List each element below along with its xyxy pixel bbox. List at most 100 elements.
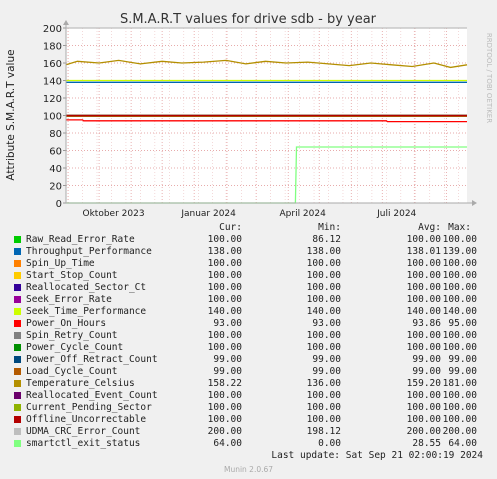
legend-row: Current_Pending_Sector 100.00 100.00 100.00… <box>0 402 497 414</box>
x-axis-arrow <box>472 200 477 206</box>
legend-series-name: Throughput_Performance <box>26 246 152 257</box>
legend-value-cur: 158.22 <box>207 378 242 389</box>
legend-row: smartctl_exit_status 64.00 0.00 28.55 64.00 <box>0 438 497 450</box>
x-tick-label: Januar 2024 <box>180 209 236 219</box>
legend-header-avg: Avg: <box>418 222 441 233</box>
legend-value-cur: 100.00 <box>207 282 242 293</box>
legend-value-max: 99.00 <box>448 354 477 365</box>
legend-value-avg: 100.00 <box>406 330 441 341</box>
legend-series-name: Temperature_Celsius <box>26 378 135 389</box>
legend-series-name: Reallocated_Event_Count <box>26 390 158 401</box>
legend-value-cur: 100.00 <box>207 402 242 413</box>
legend-value-avg: 99.00 <box>412 354 441 365</box>
legend-swatch <box>14 296 21 303</box>
legend-header: Cur: Min: Avg: Max: <box>0 222 497 234</box>
legend-value-cur: 99.00 <box>213 366 242 377</box>
legend-swatch <box>14 380 21 387</box>
series-line <box>66 119 467 123</box>
legend-value-max: 100.00 <box>442 270 477 281</box>
legend-value-max: 64.00 <box>448 438 477 449</box>
y-tick-label: 100 <box>43 112 62 123</box>
legend-header-cur: Cur: <box>219 222 242 233</box>
legend-row: Start_Stop_Count 100.00 100.00 100.00 100.00 <box>0 270 497 282</box>
legend-value-max: 100.00 <box>442 234 477 245</box>
legend-swatch <box>14 404 21 411</box>
legend-value-min: 100.00 <box>306 390 341 401</box>
legend-value-min: 140.00 <box>306 306 341 317</box>
legend-swatch <box>14 332 21 339</box>
legend-value-cur: 99.00 <box>213 354 242 365</box>
legend-swatch <box>14 416 21 423</box>
legend-row: Power_Cycle_Count 100.00 100.00 100.00 100.0… <box>0 342 497 354</box>
legend-value-avg: 100.00 <box>406 342 441 353</box>
legend-value-avg: 93.86 <box>412 318 441 329</box>
legend-value-max: 139.00 <box>442 246 477 257</box>
legend-value-min: 99.00 <box>312 366 341 377</box>
legend-value-max: 99.00 <box>448 366 477 377</box>
legend-swatch <box>14 236 21 243</box>
y-axis-arrow <box>63 20 69 25</box>
legend-value-avg: 140.00 <box>406 306 441 317</box>
legend-value-avg: 100.00 <box>406 414 441 425</box>
legend-header-min: Min: <box>318 222 341 233</box>
legend-row: Raw_Read_Error_Rate 100.00 86.12 100.00 100.… <box>0 234 497 246</box>
series-line <box>65 59 468 69</box>
legend-series-name: Raw_Read_Error_Rate <box>26 234 135 245</box>
legend-value-cur: 200.00 <box>207 426 242 437</box>
legend-row: Reallocated_Event_Count 100.00 100.00 100.0… <box>0 390 497 402</box>
y-tick-label: 120 <box>43 94 62 105</box>
y-tick-label: 200 <box>43 24 62 35</box>
legend-value-cur: 93.00 <box>213 318 242 329</box>
legend-value-min: 100.00 <box>306 282 341 293</box>
legend-series-name: Spin_Retry_Count <box>26 330 118 341</box>
legend-swatch <box>14 284 21 291</box>
legend-series-name: Power_On_Hours <box>26 318 107 329</box>
legend-value-max: 100.00 <box>442 258 477 269</box>
legend-series-name: UDMA_CRC_Error_Count <box>26 426 141 437</box>
legend-value-min: 93.00 <box>312 318 341 329</box>
legend-series-name: Seek_Error_Rate <box>26 294 112 305</box>
y-axis-label: Attribute S.M.A.R.T value <box>5 49 17 180</box>
legend-header-max: Max: <box>448 222 471 233</box>
legend-row: Load_Cycle_Count 99.00 99.00 99.00 99.00 <box>0 366 497 378</box>
legend-value-cur: 100.00 <box>207 258 242 269</box>
legend-value-avg: 138.01 <box>406 246 441 257</box>
legend-series-name: Load_Cycle_Count <box>26 366 118 377</box>
legend-value-cur: 100.00 <box>207 390 242 401</box>
legend-value-cur: 140.00 <box>207 306 242 317</box>
legend-swatch <box>14 368 21 375</box>
rrdtool-credit: RRDTOOL / TOBI OETIKER <box>485 33 493 123</box>
legend-value-max: 140.00 <box>442 306 477 317</box>
legend-value-avg: 100.00 <box>406 390 441 401</box>
legend-row: Seek_Time_Performance 140.00 140.00 140.00 1… <box>0 306 497 318</box>
legend-value-max: 100.00 <box>442 282 477 293</box>
legend-swatch <box>14 272 21 279</box>
legend-value-cur: 100.00 <box>207 270 242 281</box>
legend-value-min: 100.00 <box>306 414 341 425</box>
legend-row: Throughput_Performance 138.00 138.00 138.01… <box>0 246 497 258</box>
legend-value-min: 198.12 <box>306 426 341 437</box>
y-tick-label: 160 <box>43 59 62 70</box>
legend-value-avg: 100.00 <box>406 234 441 245</box>
legend-swatch <box>14 392 21 399</box>
y-tick-label: 60 <box>49 147 62 158</box>
y-tick-label: 40 <box>49 164 62 175</box>
legend-value-min: 100.00 <box>306 330 341 341</box>
legend-value-max: 200.00 <box>442 426 477 437</box>
legend-value-max: 100.00 <box>442 342 477 353</box>
legend-row: Offline_Uncorrectable 100.00 100.00 100.00 1… <box>0 414 497 426</box>
legend-series-name: Current_Pending_Sector <box>26 402 152 413</box>
legend-value-min: 100.00 <box>306 258 341 269</box>
y-tick-label: 80 <box>49 129 62 140</box>
legend-series-name: Seek_Time_Performance <box>26 306 147 317</box>
legend-value-max: 95.00 <box>448 318 477 329</box>
legend-value-min: 100.00 <box>306 270 341 281</box>
legend-value-cur: 100.00 <box>207 330 242 341</box>
legend-row: Reallocated_Sector_Ct 100.00 100.00 100.00 1… <box>0 282 497 294</box>
legend-swatch <box>14 440 21 447</box>
last-update-text: Last update: Sat Sep 21 02:00:19 2024 <box>271 450 483 461</box>
legend-swatch <box>14 248 21 255</box>
legend-swatch <box>14 428 21 435</box>
y-tick-label: 180 <box>43 42 62 53</box>
